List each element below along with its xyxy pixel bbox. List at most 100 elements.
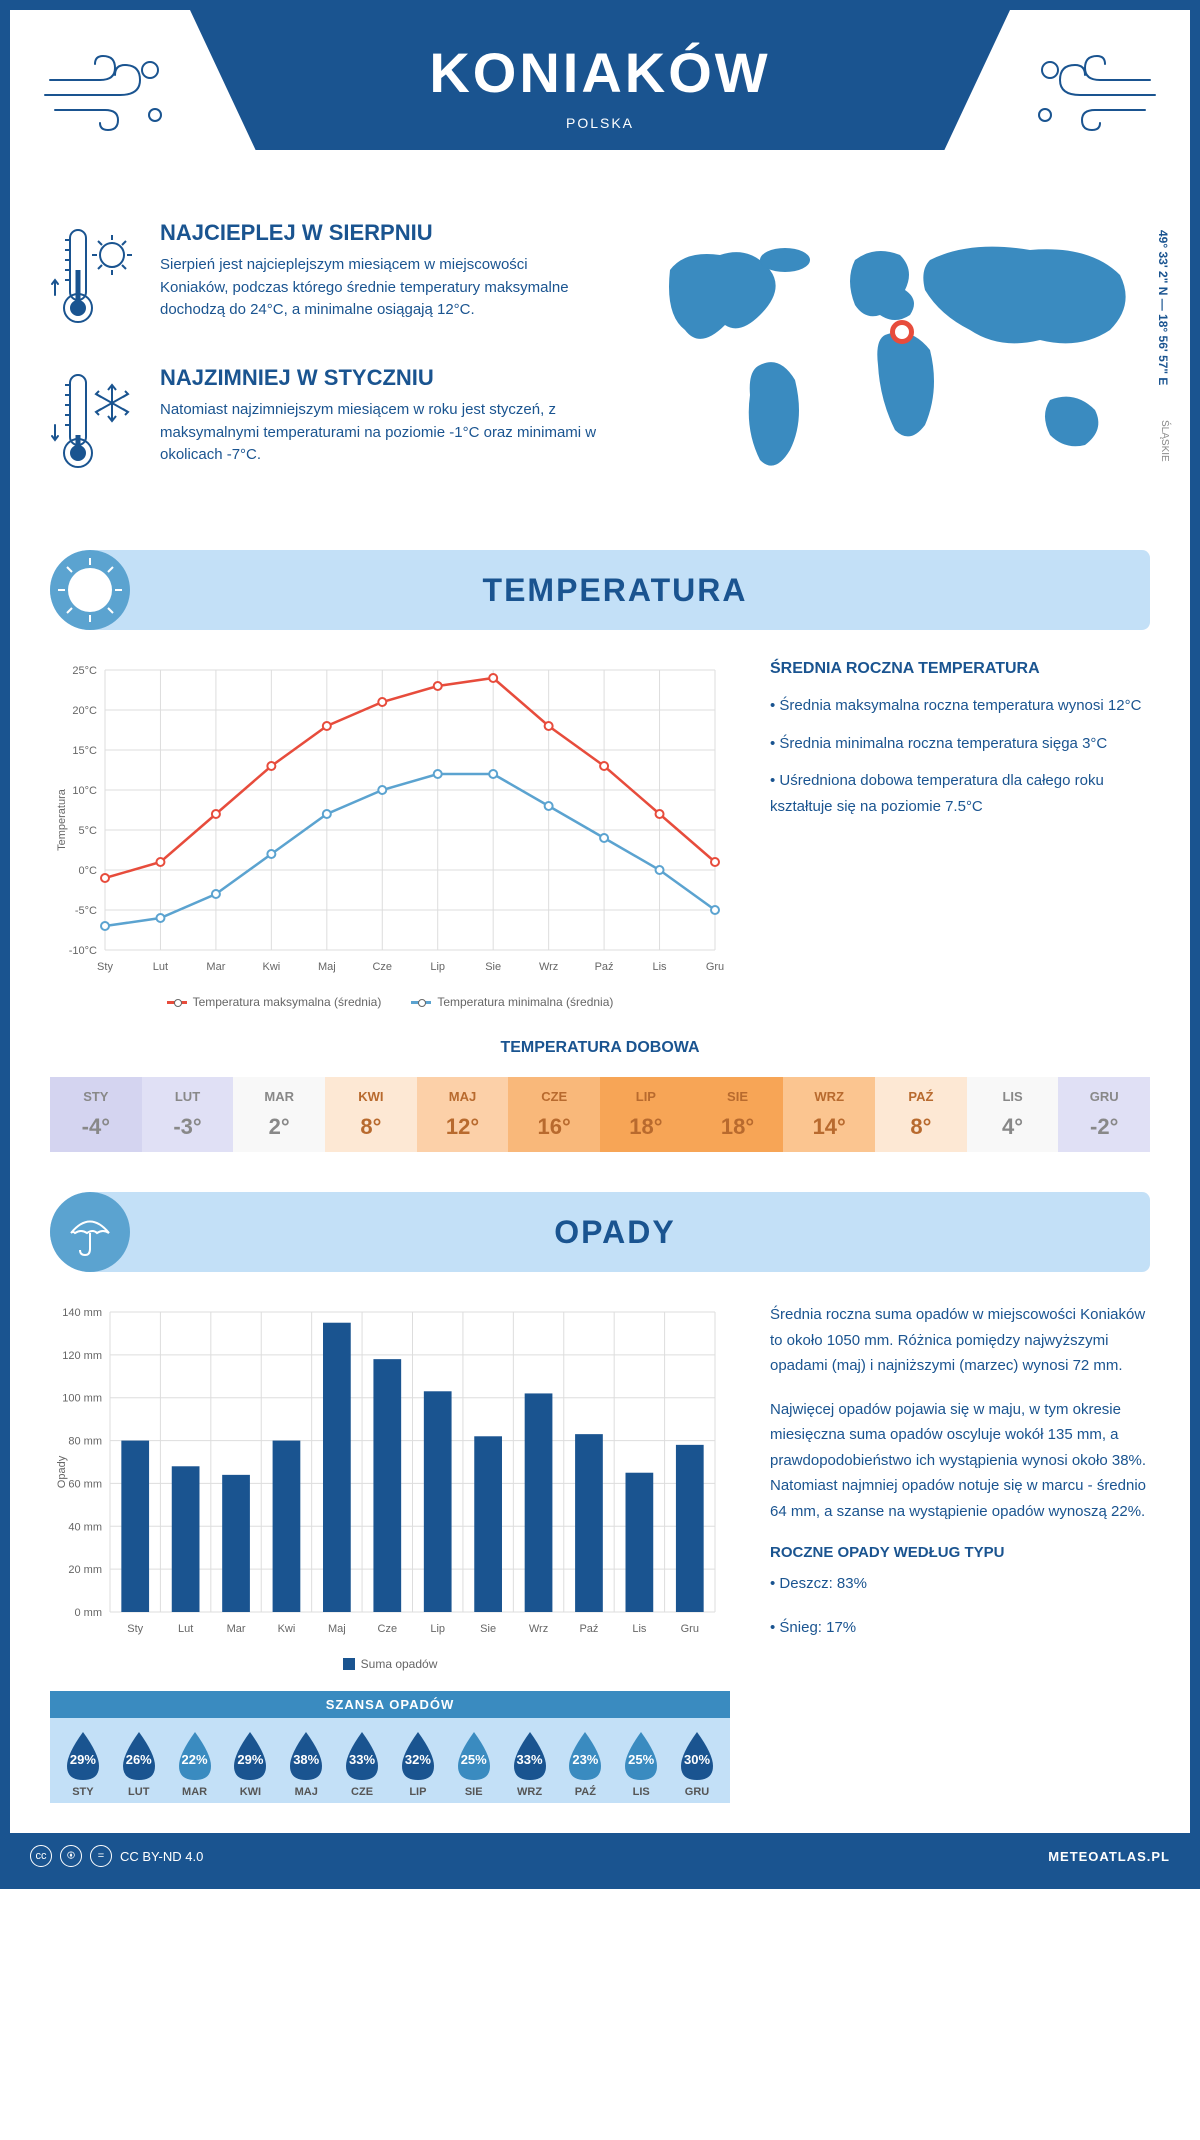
chance-month: CZE — [334, 1786, 390, 1798]
svg-text:0 mm: 0 mm — [75, 1607, 103, 1619]
svg-text:Lip: Lip — [430, 961, 445, 973]
precip-legend: Suma opadów — [50, 1657, 730, 1671]
rain-drop-icon: 33% — [340, 1728, 384, 1782]
precip-type-point: • Deszcz: 83% — [770, 1571, 1150, 1597]
temp-cell-value: 14° — [783, 1114, 875, 1140]
page: KONIAKÓW POLSKA — [0, 0, 1200, 1889]
temp-cell-month: PAŹ — [875, 1089, 967, 1104]
svg-text:Sie: Sie — [480, 1623, 496, 1635]
umbrella-icon — [50, 1192, 130, 1272]
svg-text:Mar: Mar — [227, 1623, 246, 1635]
warmest-fact: NAJCIEPLEJ W SIERPNIU Sierpień jest najc… — [50, 220, 600, 335]
svg-text:-5°C: -5°C — [75, 905, 97, 917]
temperature-title: TEMPERATURA — [160, 572, 1070, 609]
top-section: NAJCIEPLEJ W SIERPNIU Sierpień jest najc… — [50, 220, 1150, 510]
temperature-header: TEMPERATURA — [50, 550, 1150, 630]
svg-text:Maj: Maj — [328, 1623, 346, 1635]
warmest-desc: Sierpień jest najcieplejszym miesiącem w… — [160, 254, 600, 322]
temp-cell-value: 8° — [325, 1114, 417, 1140]
svg-text:25°C: 25°C — [72, 665, 97, 677]
svg-text:Wrz: Wrz — [539, 961, 558, 973]
svg-text:Mar: Mar — [206, 961, 225, 973]
temp-cell-value: 4° — [967, 1114, 1059, 1140]
coldest-text: NAJZIMNIEJ W STYCZNIU Natomiast najzimni… — [160, 365, 600, 480]
rain-drop-icon: 25% — [452, 1728, 496, 1782]
temp-cell-value: 2° — [233, 1114, 325, 1140]
svg-text:Maj: Maj — [318, 961, 336, 973]
rain-drop-icon: 32% — [396, 1728, 440, 1782]
license-text: CC BY-ND 4.0 — [120, 1849, 203, 1864]
title-banner: KONIAKÓW POLSKA — [190, 10, 1010, 150]
svg-text:Cze: Cze — [378, 1623, 398, 1635]
svg-text:140 mm: 140 mm — [62, 1307, 102, 1319]
chance-value: 29% — [70, 1752, 96, 1767]
temp-cell-value: 12° — [417, 1114, 509, 1140]
svg-text:80 mm: 80 mm — [68, 1436, 102, 1448]
svg-text:60 mm: 60 mm — [68, 1478, 102, 1490]
chance-value: 25% — [461, 1752, 487, 1767]
svg-text:Gru: Gru — [706, 961, 724, 973]
temp-cell-month: SIE — [692, 1089, 784, 1104]
svg-text:Lut: Lut — [153, 961, 168, 973]
rain-drop-icon: 22% — [173, 1728, 217, 1782]
coldest-title: NAJZIMNIEJ W STYCZNIU — [160, 365, 600, 391]
chance-month: GRU — [669, 1786, 725, 1798]
precip-title: OPADY — [160, 1214, 1070, 1251]
temp-cell-month: MAR — [233, 1089, 325, 1104]
temp-table-cell: PAŹ 8° — [875, 1077, 967, 1152]
temp-table-cell: MAJ12° — [417, 1077, 509, 1152]
chance-value: 22% — [182, 1752, 208, 1767]
chance-month: MAJ — [278, 1786, 334, 1798]
rain-drop-icon: 29% — [61, 1728, 105, 1782]
chance-value: 33% — [349, 1752, 375, 1767]
location-title: KONIAKÓW — [190, 40, 1010, 105]
svg-text:40 mm: 40 mm — [68, 1521, 102, 1533]
rain-drop-icon: 23% — [563, 1728, 607, 1782]
chance-cell: 23% PAŹ — [557, 1728, 613, 1798]
temp-info-point: • Średnia maksymalna roczna temperatura … — [770, 693, 1150, 719]
chance-value: 26% — [126, 1752, 152, 1767]
temp-cell-value: -2° — [1058, 1114, 1150, 1140]
chance-value: 29% — [237, 1752, 263, 1767]
chance-cell: 29% KWI — [222, 1728, 278, 1798]
chance-month: STY — [55, 1786, 111, 1798]
precip-bar-chart: 0 mm20 mm40 mm60 mm80 mm100 mm120 mm140 … — [50, 1302, 730, 1642]
coldest-desc: Natomiast najzimniejszym miesiącem w rok… — [160, 399, 600, 467]
chance-title: SZANSA OPADÓW — [50, 1691, 730, 1718]
precip-content: 0 mm20 mm40 mm60 mm80 mm100 mm120 mm140 … — [50, 1302, 1150, 1803]
temp-cell-month: WRZ — [783, 1089, 875, 1104]
precip-type-title: ROCZNE OPADY WEDŁUG TYPU — [770, 1544, 1150, 1561]
chance-month: WRZ — [502, 1786, 558, 1798]
chance-month: LUT — [111, 1786, 167, 1798]
climate-facts: NAJCIEPLEJ W SIERPNIU Sierpień jest najc… — [50, 220, 600, 510]
wind-icon-right — [1020, 40, 1160, 140]
chance-cell: 29% STY — [55, 1728, 111, 1798]
chance-value: 23% — [572, 1752, 598, 1767]
warmest-text: NAJCIEPLEJ W SIERPNIU Sierpień jest najc… — [160, 220, 600, 335]
temp-info-point: • Uśredniona dobowa temperatura dla całe… — [770, 768, 1150, 819]
svg-text:15°C: 15°C — [72, 745, 97, 757]
chance-month: MAR — [167, 1786, 223, 1798]
precip-para1: Średnia roczna suma opadów w miejscowośc… — [770, 1302, 1150, 1379]
rain-drop-icon: 38% — [284, 1728, 328, 1782]
temp-cell-value: -3° — [142, 1114, 234, 1140]
content: NAJCIEPLEJ W SIERPNIU Sierpień jest najc… — [10, 190, 1190, 1833]
header: KONIAKÓW POLSKA — [10, 10, 1190, 190]
temp-cell-value: 8° — [875, 1114, 967, 1140]
nd-icon: = — [90, 1845, 112, 1867]
temp-info-title: ŚREDNIA ROCZNA TEMPERATURA — [770, 660, 1150, 678]
chance-month: LIS — [613, 1786, 669, 1798]
svg-text:120 mm: 120 mm — [62, 1350, 102, 1362]
rain-drop-icon: 33% — [508, 1728, 552, 1782]
warmest-title: NAJCIEPLEJ W SIERPNIU — [160, 220, 600, 246]
svg-text:Lut: Lut — [178, 1623, 193, 1635]
location-marker — [890, 320, 914, 344]
temp-table-cell: STY-4° — [50, 1077, 142, 1152]
svg-text:Opady: Opady — [56, 1455, 68, 1488]
precip-left: 0 mm20 mm40 mm60 mm80 mm100 mm120 mm140 … — [50, 1302, 730, 1803]
temp-cell-value: 16° — [508, 1114, 600, 1140]
chance-cell: 25% SIE — [446, 1728, 502, 1798]
chance-value: 33% — [517, 1752, 543, 1767]
chance-cell: 22% MAR — [167, 1728, 223, 1798]
svg-text:Kwi: Kwi — [278, 1623, 296, 1635]
